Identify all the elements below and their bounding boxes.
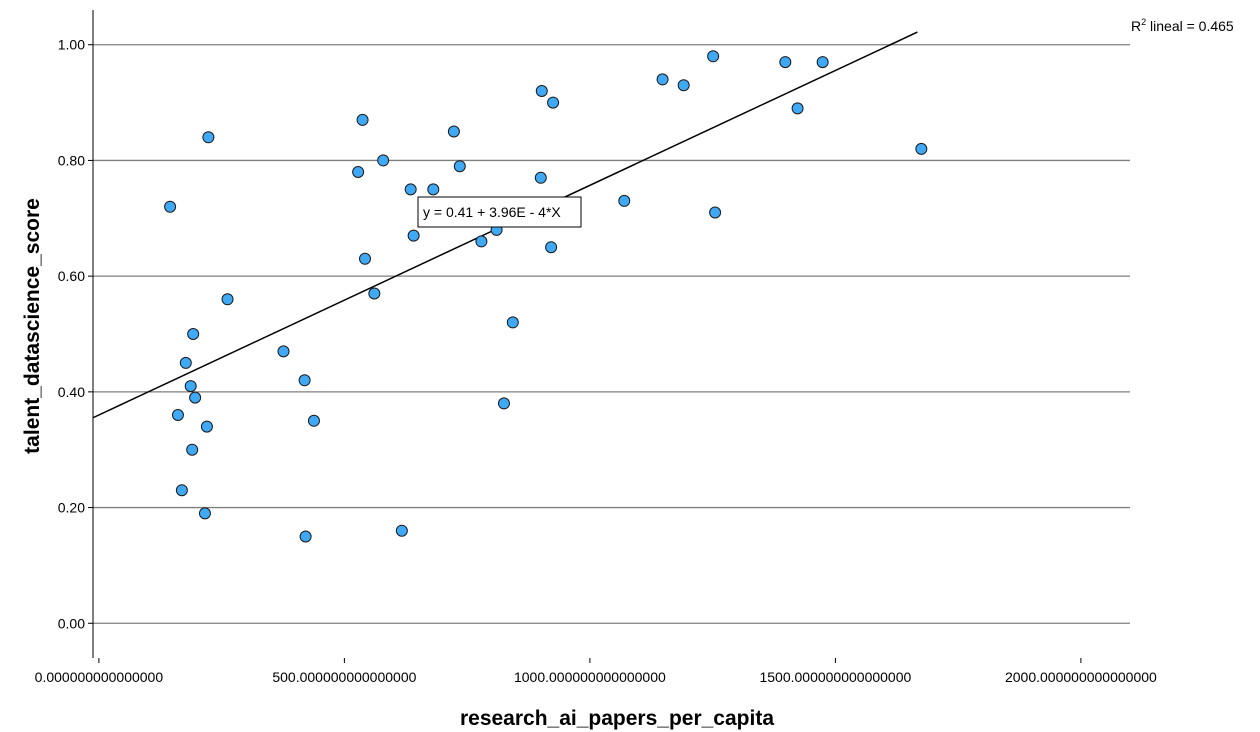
data-point [200,420,213,433]
y-tick-label: 0.00 [58,615,85,631]
data-point [707,50,720,63]
data-point [359,252,372,265]
data-point [709,206,722,219]
y-tick-label: 0.80 [58,152,85,168]
data-point [618,194,631,207]
r-squared-label: R2 lineal = 0.465 [1131,17,1234,34]
y-tick-label: 0.20 [58,500,85,516]
data-point [184,380,197,393]
data-point [656,73,669,86]
equation-label-box: y = 0.41 + 3.96E - 4*X [417,196,582,228]
data-point [497,397,510,410]
data-point [202,131,215,144]
data-point [277,345,290,358]
y-tick-label: 0.60 [58,268,85,284]
gridlines [93,44,1130,624]
data-point [377,154,390,167]
data-point [791,102,804,115]
data-point [299,530,312,543]
y-axis-title: talent_datascience_score [21,198,44,454]
data-point [534,171,547,184]
data-point [171,409,184,421]
y-tick-label: 1.00 [58,37,85,53]
data-point [395,524,408,537]
data-point [475,235,488,248]
data-point [677,79,690,92]
x-tick-label: 2000.000000000000000 [1005,669,1157,685]
data-point [404,183,417,196]
data-point [298,374,311,387]
data-point [545,241,558,254]
data-point [407,229,420,242]
data-point [307,414,320,427]
data-point [186,443,199,456]
data-point [352,166,365,178]
data-point [915,142,928,155]
x-axis-title: research_ai_papers_per_capita [460,707,774,730]
x-tick-label: 1000.000000000000000 [514,669,666,685]
data-point [368,287,381,300]
data-point [453,160,466,173]
data-point [547,96,560,109]
data-point [535,85,548,97]
data-point [356,113,369,126]
data-point [198,507,211,520]
x-tick-label: 0.000000000000000 [35,669,164,685]
data-point [164,200,177,213]
equation-label: y = 0.41 + 3.96E - 4*X [423,204,561,220]
x-tick-label: 500.000000000000000 [272,669,416,685]
data-point [506,316,519,329]
data-point [221,293,234,306]
data-point [189,391,202,404]
data-point [816,56,829,69]
data-point [179,356,192,369]
equation-label-border [417,196,582,228]
x-axis-ticks: 0.000000000000000 500.000000000000000 1000… [35,658,1157,685]
y-axis-ticks: 0.00 0.20 0.40 0.60 0.80 1.00 [58,37,93,631]
data-point [175,484,188,497]
x-tick-label: 1500.000000000000000 [759,669,911,685]
y-tick-label: 0.40 [58,384,85,400]
data-point [427,183,440,196]
data-point [447,125,460,138]
data-points [164,50,928,543]
data-point [779,56,792,69]
data-point [187,328,200,340]
